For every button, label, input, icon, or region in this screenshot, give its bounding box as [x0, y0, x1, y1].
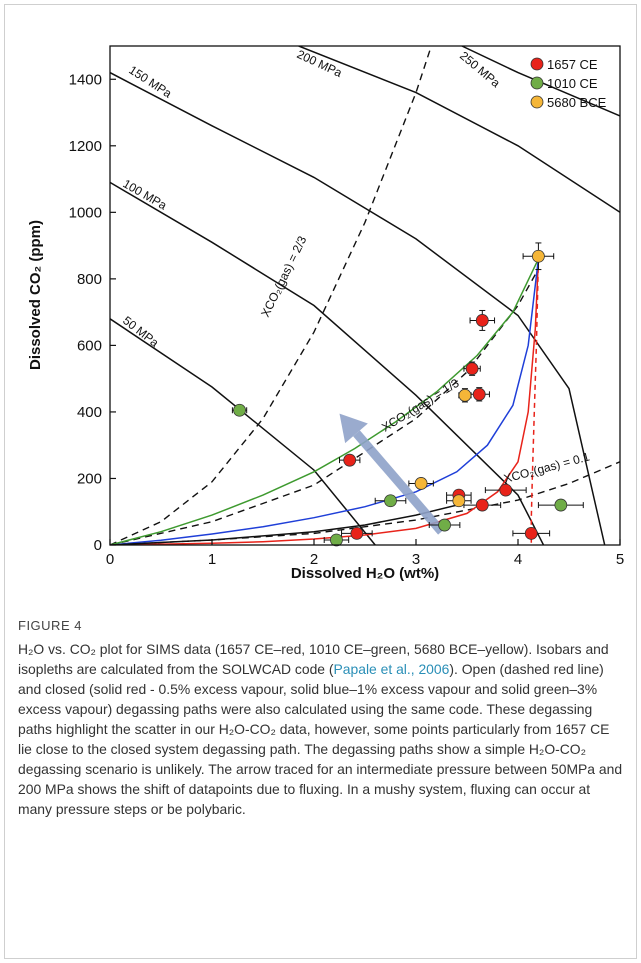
isobar-label: 100 MPa: [121, 176, 170, 212]
series-5680-bce-point: [452, 494, 466, 508]
isobar-line: [298, 46, 620, 213]
caption-text: H₂O vs. CO₂ plot for SIMS data (1657 CE–…: [18, 639, 626, 819]
y-tick-label: 800: [77, 271, 102, 288]
legend-label: 1657 CE: [547, 57, 598, 72]
series-1657-ce-point: [475, 498, 489, 512]
y-tick-label: 1400: [69, 71, 102, 88]
series-1657-ce-point: [350, 526, 364, 540]
series-1657-ce-point: [343, 453, 357, 467]
caption-segment: ). Open (dashed red line) and closed (so…: [18, 661, 623, 817]
co2-h2o-chart: 0 1 2 3 4 5 0 200 400 600 800 1000 1200 1400 50 MPa 10…: [27, 45, 624, 582]
degassing-path-line: [110, 258, 540, 545]
plot-frame: [109, 45, 621, 546]
figure-caption: FIGURE 4 H₂O vs. CO₂ plot for SIMS data …: [18, 618, 626, 819]
legend-marker: [530, 76, 544, 90]
series-1010-ce-point: [233, 403, 246, 417]
isobar-label: 200 MPa: [295, 47, 345, 80]
series-1010-ce-point: [554, 498, 568, 512]
legend-marker: [530, 57, 544, 71]
x-tick-label: 3: [412, 551, 420, 568]
isobar-label: 150 MPa: [126, 63, 174, 101]
degassing-path-line: [110, 504, 457, 545]
caption-segment: H₂O vs. CO₂ plot for SIMS data (1657 CE–…: [18, 641, 609, 677]
y-tick-label: 1200: [69, 138, 102, 155]
caption-citation-link[interactable]: Papale et al., 2006: [333, 661, 450, 677]
x-tick-label: 1: [208, 551, 216, 568]
series-1010-ce-point: [384, 494, 397, 508]
legend-label: 5680 BCE: [547, 95, 607, 110]
isobar-line: [110, 318, 376, 545]
y-tick-label: 0: [94, 537, 102, 554]
isobar-line: [110, 71, 606, 545]
isopleth-line: [110, 46, 432, 545]
fluxing-arrow-shaft: [353, 430, 445, 535]
isopleth-label: XCO₂(gas) = 0.1: [502, 449, 591, 485]
figure-label: FIGURE 4: [18, 618, 82, 633]
series-1657-ce-point: [472, 387, 486, 401]
isopleth-label: XCO₂(gas) = 1/3: [379, 376, 462, 435]
x-tick-label: 0: [106, 551, 114, 568]
series-5680-bce-point: [532, 249, 545, 263]
series-1657-ce-point: [524, 526, 538, 540]
degassing-path-line: [530, 258, 540, 545]
series-1010-ce-point: [438, 518, 451, 532]
series-1657-ce-point: [465, 362, 479, 376]
series-5680-bce-point: [458, 388, 472, 402]
legend-label: 1010 CE: [547, 76, 598, 91]
y-tick-label: 200: [77, 470, 102, 487]
legend-marker: [530, 95, 544, 109]
series-5680-bce-point: [414, 477, 428, 490]
x-tick-label: 4: [514, 551, 522, 568]
degassing-path-line: [110, 258, 540, 545]
y-tick-label: 1000: [69, 204, 102, 221]
fluxing-arrow-head: [339, 413, 368, 444]
x-axis-title: Dissolved H₂O (wt%): [291, 565, 439, 582]
isobar-label: 50 MPa: [120, 313, 161, 350]
x-tick-label: 5: [616, 551, 624, 568]
isobar-line: [110, 181, 545, 545]
y-tick-label: 600: [77, 337, 102, 354]
y-axis-title: Dissolved CO₂ (ppm): [27, 220, 44, 370]
degassing-path-line: [110, 258, 540, 545]
y-tick-label: 400: [77, 404, 102, 421]
series-1657-ce-point: [475, 314, 489, 327]
figure-frame: [4, 4, 637, 959]
isobar-line: [461, 46, 620, 117]
x-tick-label: 2: [310, 551, 318, 568]
series-1010-ce-point: [330, 533, 343, 547]
series-1657-ce-point: [499, 483, 513, 497]
